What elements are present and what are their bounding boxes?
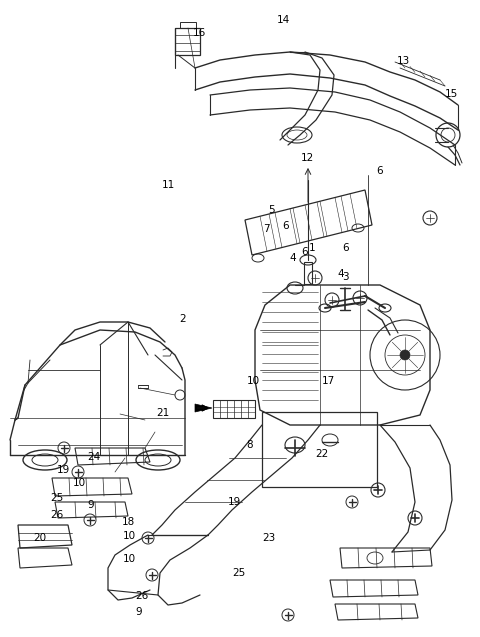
Text: 6: 6 <box>342 243 349 254</box>
Text: 13: 13 <box>396 55 410 66</box>
Text: 9: 9 <box>87 500 94 510</box>
Text: 15: 15 <box>444 89 458 99</box>
Text: 1: 1 <box>309 243 315 254</box>
Text: 24: 24 <box>87 452 100 462</box>
Text: 23: 23 <box>262 533 276 543</box>
Text: 22: 22 <box>315 448 328 459</box>
Text: 6: 6 <box>376 166 383 176</box>
Text: 6: 6 <box>282 221 289 231</box>
Text: 10: 10 <box>123 531 136 541</box>
Text: 14: 14 <box>276 15 290 25</box>
Bar <box>262 412 377 487</box>
Text: 4: 4 <box>337 269 344 279</box>
Text: 16: 16 <box>192 28 206 38</box>
Text: 10: 10 <box>123 554 136 564</box>
Text: 25: 25 <box>232 568 246 578</box>
Text: 3: 3 <box>342 272 349 282</box>
Text: 9: 9 <box>135 606 142 617</box>
Text: 4: 4 <box>289 253 296 263</box>
Text: 20: 20 <box>33 533 47 543</box>
Text: 7: 7 <box>263 224 270 234</box>
Text: 11: 11 <box>161 180 175 190</box>
Text: 26: 26 <box>135 590 148 601</box>
Text: 19: 19 <box>228 497 241 507</box>
Text: 26: 26 <box>50 510 63 520</box>
Bar <box>304 262 312 284</box>
Text: 5: 5 <box>268 205 275 215</box>
Text: 2: 2 <box>179 313 186 324</box>
Text: 10: 10 <box>72 478 86 488</box>
Text: 18: 18 <box>122 517 135 527</box>
Text: 21: 21 <box>156 408 170 418</box>
Text: 19: 19 <box>57 465 71 475</box>
Text: 25: 25 <box>50 493 63 503</box>
Polygon shape <box>195 404 212 412</box>
Text: 8: 8 <box>246 440 253 450</box>
Text: 17: 17 <box>322 376 336 386</box>
Ellipse shape <box>400 350 410 360</box>
Bar <box>213 400 255 418</box>
Text: 12: 12 <box>300 153 314 163</box>
Text: 10: 10 <box>246 376 260 386</box>
Text: 6: 6 <box>301 247 308 257</box>
